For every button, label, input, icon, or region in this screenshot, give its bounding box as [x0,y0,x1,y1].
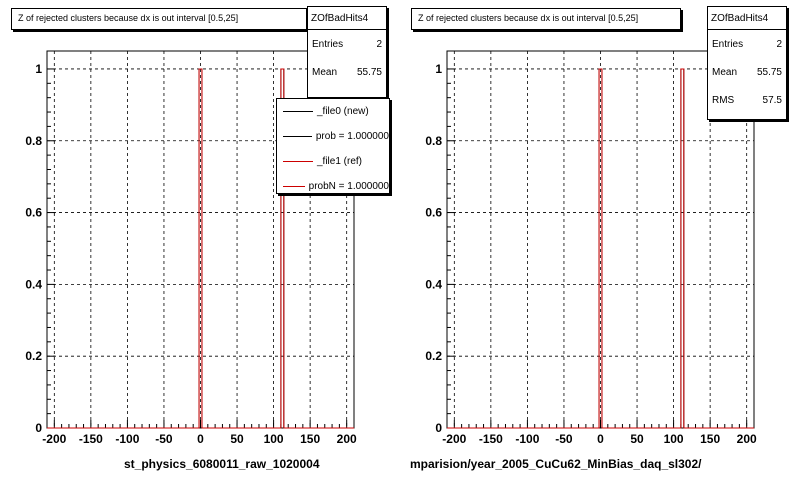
left-stats-name: ZOfBadHits4 [308,7,386,30]
left-stats-mean-label: Mean [312,66,338,78]
left-y-tick-label: 0.8 [25,134,42,148]
right-stats-mean-label: Mean [712,66,738,78]
right-x-axis-title: mparision/year_2005_CuCu62_MinBias_daq_s… [410,457,702,471]
legend-label-file1: _file1 (ref) [317,156,363,167]
left-x-tick-label: 150 [300,432,320,446]
left-stats-box: ZOfBadHits4 Entries 2 Mean 55.75 [307,6,387,98]
legend-swatch-prob [283,136,312,137]
left-plot-title: Z of rejected clusters because dx is out… [11,8,307,30]
left-x-tick-label: -100 [115,432,139,446]
right-y-tick-label: 1 [435,62,442,76]
right-plot-title: Z of rejected clusters because dx is out… [411,8,681,30]
right-series-1-histogram [447,68,754,429]
right-stats-box: ZOfBadHits4 Entries 2 Mean 55.75 RMS 57.… [707,6,787,120]
left-stats-entries: Entries 2 [308,30,386,58]
right-x-tick-label: 150 [700,432,720,446]
left-x-tick-label: -200 [42,432,66,446]
left-stats-mean: Mean 55.75 [308,58,386,86]
left-y-tick-label: 0.4 [25,277,42,291]
left-x-tick-label: 200 [337,432,357,446]
left-y-tick-label: 0.6 [25,206,42,220]
right-x-tick-label: -50 [555,432,573,446]
right-x-tick-label: 100 [664,432,684,446]
right-y-tick-label: 0.6 [425,206,442,220]
legend-item-file0: _file0 (new) [277,99,389,124]
legend-label-file0: _file0 (new) [317,106,369,117]
left-stats-entries-label: Entries [312,38,344,50]
left-x-tick-label: 0 [197,432,204,446]
left-series-1-histogram [47,68,354,429]
left-x-tick-label: -150 [79,432,103,446]
right-y-tick-label: 0.4 [425,277,442,291]
left-stats-entries-value: 2 [376,38,382,50]
right-stats-rms-value: 57.5 [762,94,782,106]
right-stats-entries: Entries 2 [708,30,786,58]
legend-swatch-file0 [283,111,313,112]
legend-label-probn: probN = 1.000000 [308,181,389,192]
legend-swatch-file1 [283,161,313,162]
right-stats-entries-label: Entries [712,38,744,50]
right-x-tick-label: 200 [737,432,757,446]
right-stats-rms-label: RMS [712,94,735,106]
right-x-tick-label: -100 [515,432,539,446]
left-y-tick-label: 1 [35,62,42,76]
right-y-tick-label: 0.8 [425,134,442,148]
right-stats-entries-value: 2 [776,38,782,50]
right-x-tick-label: -150 [479,432,503,446]
legend-item-file1: _file1 (ref) [277,149,389,174]
right-stats-mean-value: 55.75 [756,66,782,78]
right-stats-name: ZOfBadHits4 [708,7,786,30]
left-x-tick-label: 100 [264,432,284,446]
left-histogram: -200 -150 -100 -50 0 50 100 150 200 0 0.2 0.4 0.6 0.8… [25,50,357,446]
left-x-axis-title: st_physics_6080011_raw_1020004 [124,457,320,471]
left-stats-mean-value: 55.75 [356,66,382,78]
right-y-tick-label: 0 [435,421,442,435]
legend-item-probn: probN = 1.000000 [277,174,389,193]
left-x-tick-label: 50 [230,432,244,446]
right-histogram: -200 -150 -100 -50 0 50 100 150 200 0 0.2 0.4 0.6 0.8… [425,50,757,446]
left-y-tick-label: 0.2 [25,349,42,363]
legend-item-prob: prob = 1.000000 [277,124,389,149]
left-legend: _file0 (new) prob = 1.000000 _file1 (ref… [276,98,390,194]
left-y-tick-label: 0 [35,421,42,435]
left-x-tick-label: -50 [155,432,173,446]
right-x-tick-label: 0 [597,432,604,446]
legend-swatch-probn [283,186,305,187]
right-x-tick-label: 50 [630,432,644,446]
right-stats-rms: RMS 57.5 [708,86,786,114]
right-x-tick-label: -200 [442,432,466,446]
right-series-0-histogram [447,68,754,429]
right-y-tick-label: 0.2 [425,349,442,363]
legend-label-prob: prob = 1.000000 [315,131,389,142]
right-stats-mean: Mean 55.75 [708,58,786,86]
